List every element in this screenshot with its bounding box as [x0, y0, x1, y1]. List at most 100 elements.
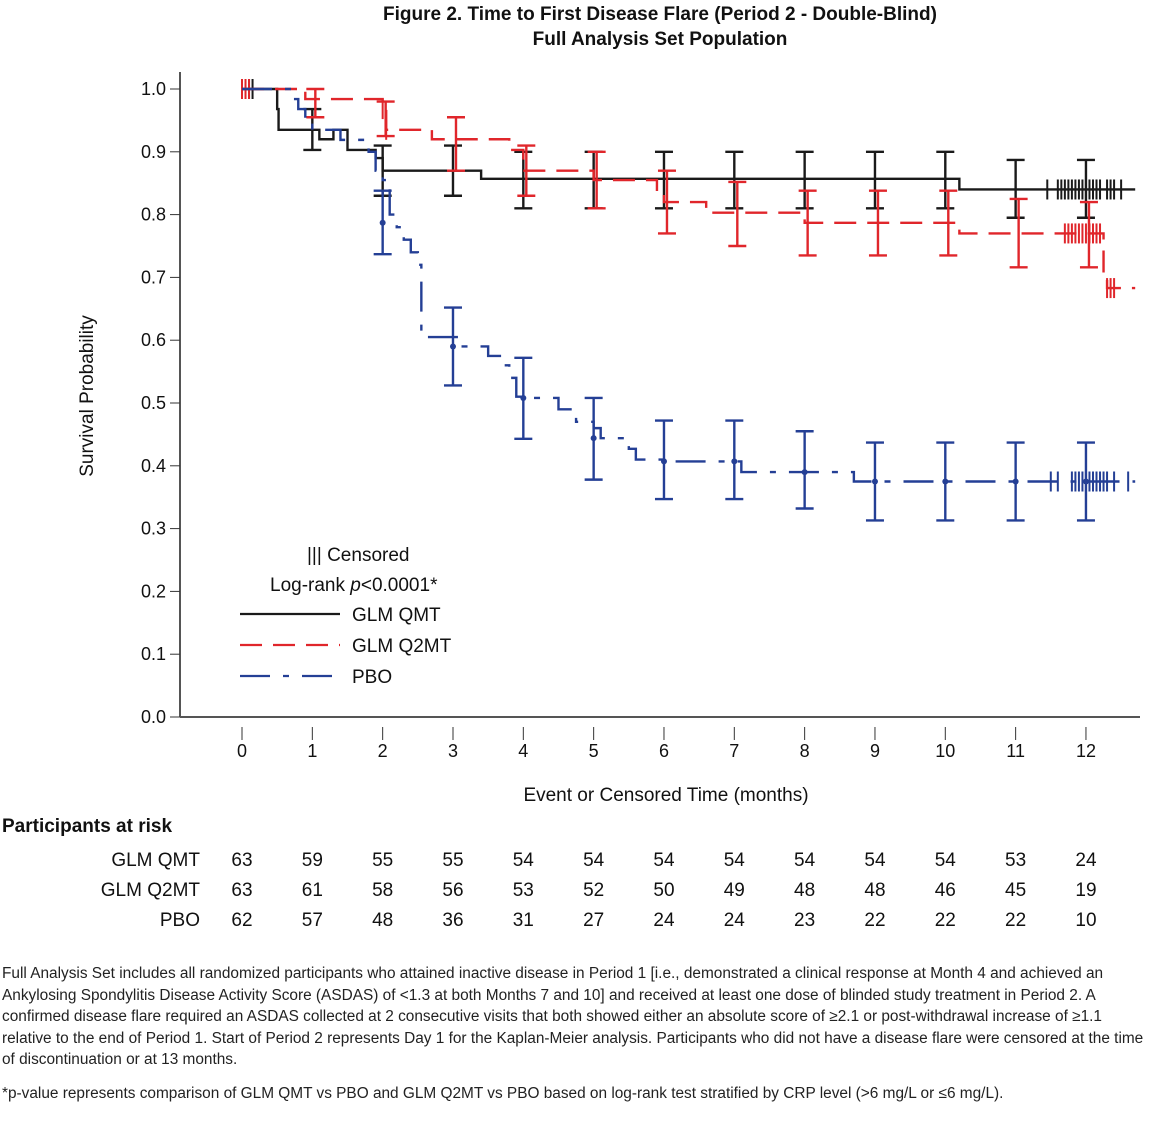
ci-bar: [306, 87, 325, 119]
x-tick-label: 1: [307, 741, 317, 761]
at-risk-value: 22: [864, 910, 886, 931]
x-tick-label: 4: [518, 741, 528, 761]
y-tick-label: 0.9: [141, 142, 166, 162]
at-risk-title: Participants at risk: [2, 816, 173, 837]
at-risk-value: 54: [583, 850, 605, 871]
at-risk-value: 59: [301, 850, 323, 871]
legend-label-pbo: PBO: [352, 667, 392, 688]
at-risk-value: 54: [723, 850, 745, 871]
ci-bar: [868, 189, 887, 257]
estimate-point: [449, 343, 456, 350]
ci-bar: [584, 396, 603, 481]
y-axis-label: Survival Probability: [77, 315, 98, 477]
x-tick-label: 10: [935, 741, 955, 761]
ci-bar: [936, 150, 955, 210]
y-tick-label: 0.2: [141, 581, 166, 601]
logrank-value: <0.0001*: [361, 575, 438, 596]
at-risk-value: 56: [442, 880, 464, 901]
at-risk-value: 52: [583, 880, 605, 901]
x-tick-label: 11: [1006, 741, 1025, 761]
ci-bar: [865, 441, 884, 522]
logrank-p: p: [349, 575, 361, 596]
pvalue-footnote: *p-value represents comparison of GLM QM…: [2, 1085, 1004, 1102]
estimate-point: [660, 458, 667, 465]
at-risk-row-pbo: PBO 62 57 48 36 31 27 24 24 23 22 22 22 10: [0, 910, 1152, 936]
at-risk-value: 54: [512, 850, 534, 871]
ci-bar: [517, 144, 536, 197]
at-risk-value: 53: [512, 880, 534, 901]
legend-censored-label: ||| Censored: [307, 545, 409, 566]
ci-bar: [1006, 441, 1025, 522]
at-risk-value: 61: [301, 880, 323, 901]
at-risk-value: 54: [794, 850, 816, 871]
km-curve: [242, 87, 1136, 191]
estimate-point: [942, 478, 949, 485]
x-tick-label: 3: [448, 741, 458, 761]
at-risk-value: 24: [653, 910, 675, 931]
estimate-point: [871, 478, 878, 485]
y-tick-label: 0.3: [141, 519, 166, 539]
x-tick-label: 6: [659, 741, 669, 761]
ci-bar: [654, 419, 673, 501]
at-risk-value: 54: [864, 850, 886, 871]
ci-bar: [728, 180, 747, 248]
series-glm-q2mt: [241, 79, 1136, 299]
legend-label-glm-q2mt: GLM Q2MT: [352, 636, 452, 657]
series-layer: [241, 79, 1136, 522]
x-tick-label: 9: [870, 741, 880, 761]
at-risk-value: 31: [512, 910, 534, 931]
y-tick-label: 0.4: [141, 456, 166, 476]
ci-bar: [798, 189, 817, 257]
footnote: Full Analysis Set includes all randomize…: [2, 965, 1144, 1068]
at-risk-value: 48: [794, 880, 816, 901]
at-risk-row-glm-qmt: GLM QMT 63 59 55 55 54 54 54 54 54 54 54 53 24: [0, 850, 1152, 876]
series-glm-qmt: [242, 79, 1136, 219]
at-risk-value: 23: [794, 910, 816, 931]
x-tick-label: 2: [378, 741, 388, 761]
x-tick-label: 7: [729, 741, 739, 761]
y-tick-label: 0.1: [141, 644, 166, 664]
ci-bar: [725, 419, 744, 501]
km-curve: [242, 87, 1136, 483]
at-risk-value: 54: [653, 850, 675, 871]
at-risk-value: 50: [653, 880, 675, 901]
ci-bar: [936, 441, 955, 522]
x-tick-label: 0: [237, 741, 247, 761]
at-risk-value: 22: [934, 910, 956, 931]
at-risk-row-label: GLM Q2MT: [100, 880, 200, 901]
at-risk-value: 63: [231, 850, 253, 871]
ci-bar: [657, 169, 676, 235]
y-tick-label: 0.7: [141, 267, 166, 287]
logrank-prefix: Log-rank: [270, 575, 350, 596]
y-tick-label: 0.5: [141, 393, 166, 413]
ci-bar: [446, 116, 465, 172]
estimate-point: [731, 458, 738, 465]
series-pbo: [242, 87, 1136, 522]
at-risk-value: 24: [723, 910, 745, 931]
ci-bar: [373, 189, 392, 256]
legend: ||| Censored Log-rank p<0.0001* GLM QMT …: [240, 545, 452, 688]
at-risk-value: 36: [442, 910, 464, 931]
at-risk-value: 49: [723, 880, 745, 901]
at-risk-value: 54: [934, 850, 956, 871]
axes: 0.00.10.20.30.40.50.60.70.80.91.00 1 2 3 4 5 6…: [141, 72, 1140, 761]
at-risk-value: 55: [372, 850, 394, 871]
ci-bar: [939, 189, 958, 257]
estimate-point: [1012, 478, 1019, 485]
estimate-point: [520, 394, 527, 401]
chart-subtitle: Full Analysis Set Population: [532, 29, 788, 50]
at-risk-value: 58: [372, 880, 394, 901]
at-risk-value: 63: [231, 880, 253, 901]
ci-bar: [514, 150, 533, 210]
at-risk-value: 55: [442, 850, 464, 871]
ci-bar: [1009, 197, 1028, 269]
estimate-point: [379, 219, 386, 226]
legend-logrank: Log-rank p<0.0001*: [270, 575, 438, 596]
ci-bar: [587, 150, 606, 210]
estimate-point: [801, 469, 808, 476]
x-tick-label: 5: [589, 741, 599, 761]
at-risk-value: 46: [934, 880, 956, 901]
at-risk-value: 10: [1075, 910, 1097, 931]
ci-bar: [795, 430, 814, 510]
at-risk-row-glm-q2mt: GLM Q2MT 63 61 58 56 53 52 50 49 48 48 46 45 19: [0, 880, 1152, 906]
